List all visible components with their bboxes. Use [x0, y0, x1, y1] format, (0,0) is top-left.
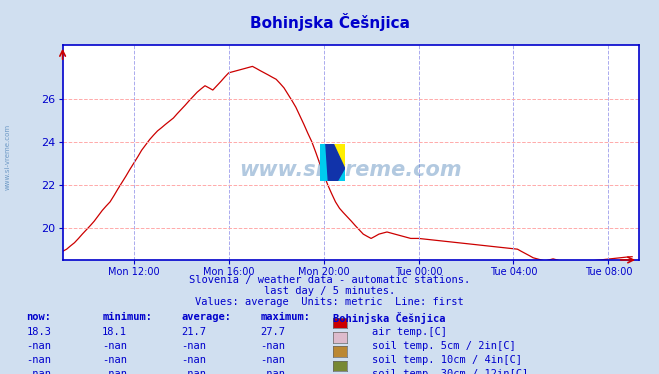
- Text: -nan: -nan: [26, 341, 51, 351]
- Text: soil temp. 30cm / 12in[C]: soil temp. 30cm / 12in[C]: [372, 369, 529, 374]
- Text: -nan: -nan: [181, 341, 206, 351]
- Text: now:: now:: [26, 312, 51, 322]
- Text: minimum:: minimum:: [102, 312, 152, 322]
- Text: -nan: -nan: [26, 369, 51, 374]
- Text: -nan: -nan: [26, 355, 51, 365]
- Text: average:: average:: [181, 312, 231, 322]
- Text: 18.1: 18.1: [102, 327, 127, 337]
- Text: 27.7: 27.7: [260, 327, 285, 337]
- Text: -nan: -nan: [260, 355, 285, 365]
- Text: air temp.[C]: air temp.[C]: [372, 327, 447, 337]
- Text: -nan: -nan: [260, 369, 285, 374]
- Text: Values: average  Units: metric  Line: first: Values: average Units: metric Line: firs…: [195, 297, 464, 307]
- Text: maximum:: maximum:: [260, 312, 310, 322]
- Text: www.si-vreme.com: www.si-vreme.com: [240, 160, 462, 180]
- Text: www.si-vreme.com: www.si-vreme.com: [5, 124, 11, 190]
- Text: -nan: -nan: [102, 341, 127, 351]
- Text: soil temp. 5cm / 2in[C]: soil temp. 5cm / 2in[C]: [372, 341, 516, 351]
- Text: 21.7: 21.7: [181, 327, 206, 337]
- Text: 18.3: 18.3: [26, 327, 51, 337]
- Text: Bohinjska Češnjica: Bohinjska Češnjica: [333, 312, 445, 324]
- Text: Slovenia / weather data - automatic stations.: Slovenia / weather data - automatic stat…: [189, 275, 470, 285]
- Polygon shape: [320, 144, 345, 181]
- Text: -nan: -nan: [181, 369, 206, 374]
- Polygon shape: [326, 144, 345, 181]
- Text: -nan: -nan: [102, 369, 127, 374]
- Text: Bohinjska Češnjica: Bohinjska Češnjica: [250, 13, 409, 31]
- Text: last day / 5 minutes.: last day / 5 minutes.: [264, 286, 395, 296]
- Text: soil temp. 10cm / 4in[C]: soil temp. 10cm / 4in[C]: [372, 355, 523, 365]
- Text: -nan: -nan: [260, 341, 285, 351]
- Text: -nan: -nan: [102, 355, 127, 365]
- Text: -nan: -nan: [181, 355, 206, 365]
- Polygon shape: [331, 144, 345, 168]
